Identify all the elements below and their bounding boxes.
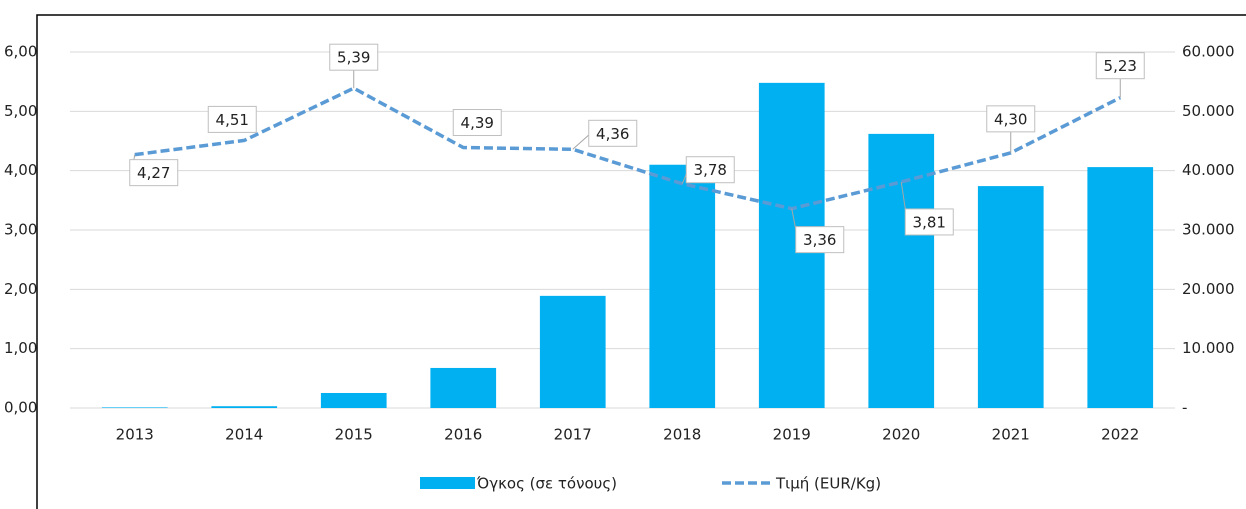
y-tick-label: 5,00: [4, 102, 37, 120]
y-tick-label: 4,00: [4, 161, 37, 179]
data-label-box: [685, 156, 735, 184]
x-tick-label: 2015: [335, 426, 373, 444]
y-tick-label: 1,00: [4, 339, 37, 357]
x-tick-label: 2019: [773, 426, 811, 444]
data-label-box: [588, 119, 638, 147]
legend-label: Όγκος (σε τόνους): [476, 475, 617, 493]
bar: [320, 392, 387, 408]
y2-tick-label: 60.000: [1182, 43, 1235, 61]
y2-tick-label: 30.000: [1182, 221, 1235, 239]
bar: [211, 406, 278, 408]
y2-tick-label: 10.000: [1182, 339, 1235, 357]
x-tick-label: 2021: [992, 426, 1030, 444]
y2-tick-label: 40.000: [1182, 161, 1235, 179]
y2-tick-label: -: [1182, 399, 1187, 417]
data-label: 3,36: [803, 231, 836, 249]
bar: [649, 164, 716, 408]
data-label-box: [1095, 52, 1145, 80]
data-label: 4,27: [137, 164, 170, 182]
data-label: 3,81: [913, 213, 946, 231]
y-tick-label: 6,00: [4, 43, 37, 61]
bar: [101, 407, 168, 408]
data-label-box: [129, 159, 179, 187]
data-label-box: [795, 226, 845, 254]
bar: [430, 367, 497, 408]
leader-line: [572, 132, 592, 150]
bar: [539, 295, 606, 408]
x-tick-label: 2017: [554, 426, 592, 444]
x-tick-label: 2020: [882, 426, 920, 444]
bar: [977, 186, 1044, 408]
x-tick-label: 2016: [444, 426, 482, 444]
data-label: 5,23: [1104, 57, 1137, 75]
data-label-box: [452, 109, 502, 137]
data-label: 4,39: [461, 114, 494, 132]
x-tick-label: 2018: [663, 426, 701, 444]
price-line: [134, 86, 1122, 211]
data-label: 3,78: [694, 161, 727, 179]
data-label: 4,36: [596, 125, 629, 143]
bar: [868, 133, 935, 408]
y-tick-label: 3,00: [4, 221, 37, 239]
x-tick-label: 2014: [225, 426, 263, 444]
x-tick-label: 2013: [116, 426, 154, 444]
frame: [36, 14, 1246, 509]
data-label: 5,39: [337, 49, 370, 67]
legend-label: Τιμή (EUR/Kg): [775, 475, 881, 493]
y-tick-label: 0,00: [4, 399, 37, 417]
data-label-box: [986, 105, 1036, 133]
legend-swatch: [420, 477, 475, 489]
data-label-box: [207, 105, 257, 133]
data-label-box: [329, 43, 379, 71]
bar: [1087, 167, 1154, 408]
y-tick-label: 2,00: [4, 280, 37, 298]
x-tick-label: 2022: [1101, 426, 1139, 444]
data-label-box: [904, 208, 954, 236]
y2-tick-label: 20.000: [1182, 280, 1235, 298]
y2-tick-label: 50.000: [1182, 102, 1235, 120]
data-label: 4,51: [216, 111, 249, 129]
data-label: 4,30: [994, 110, 1027, 128]
